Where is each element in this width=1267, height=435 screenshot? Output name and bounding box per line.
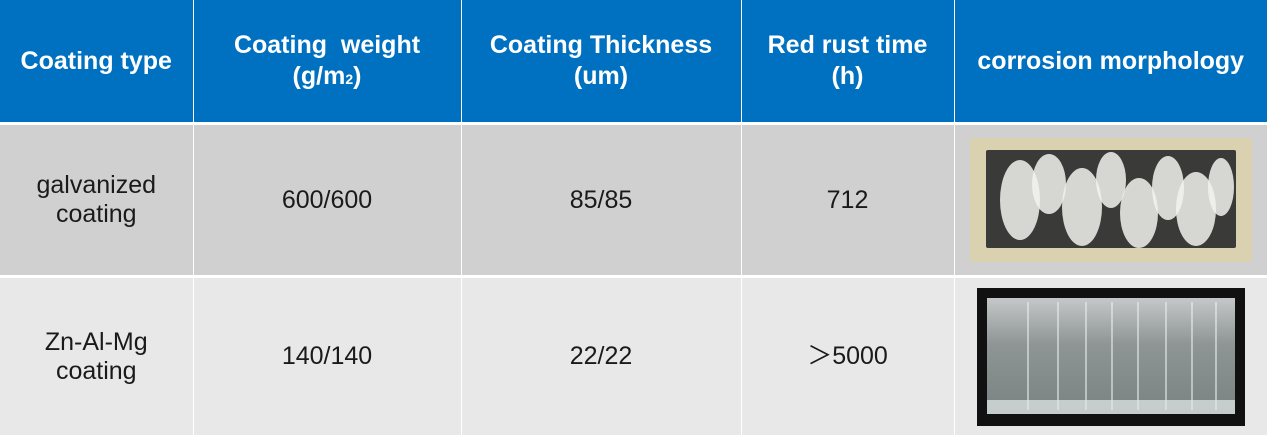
header-row: Coating type Coating weight (g/m2) Coati…: [0, 0, 1267, 125]
header-red-rust-time: Red rust time (h): [741, 0, 955, 125]
galvanized-sample-photo: [969, 138, 1252, 262]
coating-weight-unit: (g/m2): [292, 62, 362, 90]
header-coating-type: Coating type: [0, 0, 194, 125]
cell-red-rust-time: 712: [741, 123, 955, 278]
table-row: galvanized coating 600/600 85/85 712: [0, 123, 1267, 278]
cell-coating-thickness: 85/85: [461, 123, 742, 278]
cell-coating-thickness: 22/22: [461, 276, 742, 435]
cell-coating-weight: 140/140: [193, 276, 462, 435]
header-coating-weight: Coating weight (g/m2): [193, 0, 462, 125]
header-coating-thickness: Coating Thickness (um): [461, 0, 742, 125]
cell-red-rust-time: ＞5000: [741, 276, 955, 435]
cell-coating-weight: 600/600: [193, 123, 462, 278]
zn-al-mg-sample-photo: [976, 287, 1245, 426]
cell-coating-type: galvanized coating: [0, 123, 194, 278]
cell-corrosion-morphology: [954, 276, 1267, 435]
table-row: Zn-Al-Mg coating 140/140 22/22 ＞5000: [0, 276, 1267, 435]
header-corrosion-morphology: corrosion morphology: [954, 0, 1267, 125]
cell-corrosion-morphology: [954, 123, 1267, 278]
cell-coating-type: Zn-Al-Mg coating: [0, 276, 194, 435]
